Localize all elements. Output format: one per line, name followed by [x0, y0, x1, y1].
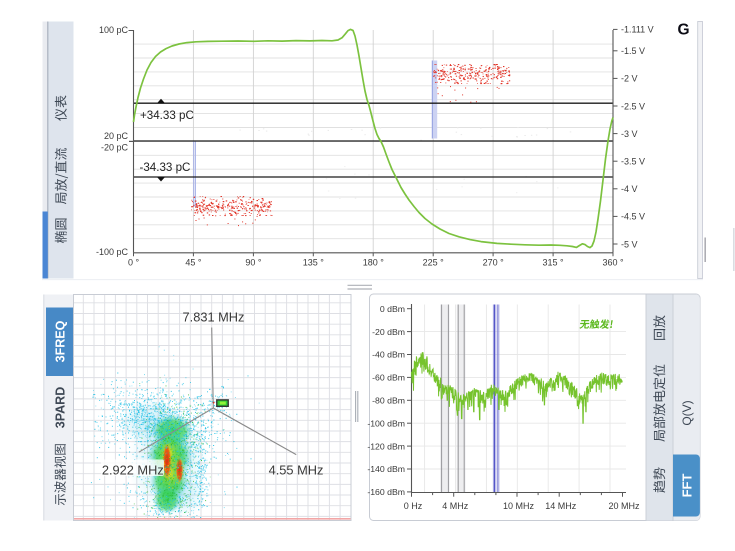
- svg-text:-140 dBm: -140 dBm: [367, 464, 405, 474]
- svg-text:-3 V: -3 V: [621, 129, 638, 139]
- svg-text:100 pC: 100 pC: [99, 25, 129, 35]
- svg-text:3FREQ: 3FREQ: [54, 320, 68, 362]
- svg-text:0 Hz: 0 Hz: [404, 501, 423, 511]
- svg-text:-160 dBm: -160 dBm: [367, 487, 405, 497]
- svg-text:360 °: 360 °: [602, 258, 624, 268]
- svg-text:-60 dBm: -60 dBm: [372, 373, 405, 383]
- svg-text:-4 V: -4 V: [621, 184, 638, 194]
- svg-text:20 pC: 20 pC: [104, 131, 129, 141]
- svg-text:-5 V: -5 V: [621, 239, 638, 249]
- svg-text:270 °: 270 °: [483, 258, 505, 268]
- svg-text:+34.33 pC: +34.33 pC: [140, 109, 194, 122]
- svg-text:-80 dBm: -80 dBm: [372, 396, 405, 406]
- svg-text:45 °: 45 °: [185, 258, 202, 268]
- svg-text:4.55 MHz: 4.55 MHz: [269, 463, 324, 478]
- svg-text:-2.5 V: -2.5 V: [621, 101, 645, 111]
- svg-text:-1.111 V: -1.111 V: [621, 25, 654, 35]
- svg-text:-4.5 V: -4.5 V: [621, 212, 645, 222]
- svg-text:0 °: 0 °: [128, 258, 140, 268]
- svg-text:14 MHz: 14 MHz: [545, 501, 577, 511]
- svg-text:7.831 MHz: 7.831 MHz: [183, 309, 245, 324]
- svg-text:3PARD: 3PARD: [54, 387, 68, 428]
- svg-text:Q(V): Q(V): [680, 400, 694, 425]
- svg-text:-20 dBm: -20 dBm: [372, 327, 405, 337]
- svg-text:20 MHz: 20 MHz: [608, 501, 640, 511]
- svg-text:-2 V: -2 V: [621, 74, 638, 84]
- svg-text:90 °: 90 °: [245, 258, 262, 268]
- svg-text:180 °: 180 °: [363, 258, 385, 268]
- svg-text:-1.5 V: -1.5 V: [621, 46, 645, 56]
- svg-text:4 MHz: 4 MHz: [442, 501, 469, 511]
- svg-text:G: G: [678, 22, 690, 39]
- svg-text:-40 dBm: -40 dBm: [372, 350, 405, 360]
- svg-text:10 MHz: 10 MHz: [503, 501, 535, 511]
- svg-text:315 °: 315 °: [543, 258, 565, 268]
- svg-text:-3.5 V: -3.5 V: [621, 157, 645, 167]
- svg-text:FFT: FFT: [679, 474, 694, 498]
- svg-text:2.922 MHz: 2.922 MHz: [102, 463, 164, 478]
- svg-text:-100 pC: -100 pC: [96, 247, 129, 257]
- svg-text:135 °: 135 °: [303, 258, 325, 268]
- svg-text:-34.33 pC: -34.33 pC: [140, 161, 191, 174]
- svg-text:-120 dBm: -120 dBm: [367, 441, 405, 451]
- svg-text:-100 dBm: -100 dBm: [367, 418, 405, 428]
- svg-text:-20 pC: -20 pC: [101, 143, 129, 153]
- svg-text:225 °: 225 °: [423, 258, 445, 268]
- svg-text:0 dBm: 0 dBm: [380, 304, 405, 314]
